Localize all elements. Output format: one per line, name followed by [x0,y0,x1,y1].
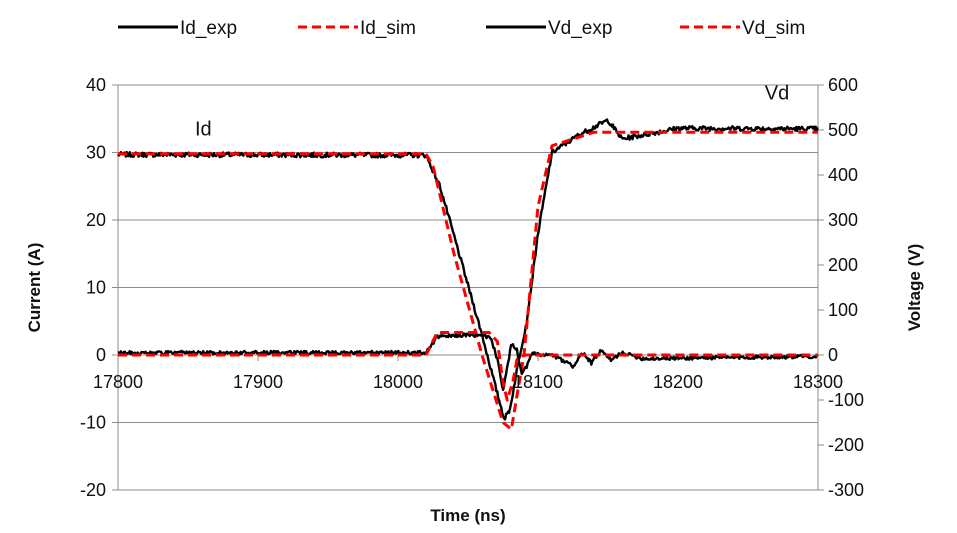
legend-label-id-exp: Id_exp [180,18,237,39]
y2-tick-label-8: 500 [828,120,858,140]
x-tick-label-4: 18200 [653,372,703,392]
y-tick-label-5: 30 [86,143,106,163]
legend-label-id-sim: Id_sim [360,18,416,39]
legend-label-vd-exp: Vd_exp [548,18,612,39]
y2-tick-label-6: 300 [828,210,858,230]
y2-tick-label-7: 400 [828,165,858,185]
legend: Id_exp Id_sim Vd_exp Vd_sim [118,18,805,39]
x-tick-label-5: 18300 [793,372,843,392]
series-lines [117,118,819,431]
tick-labels: 17800 17900 18000 18100 18200 18300-20-100102… [80,75,864,500]
series-line-vd-sim [118,331,818,402]
y2-tick-label-4: 100 [828,300,858,320]
annotation-vd: Vd [765,82,789,104]
x-tick-label-1: 17900 [233,372,283,392]
y-tick-label-2: 0 [96,345,106,365]
y2-tick-label-5: 200 [828,255,858,275]
y2-tick-label-0: -300 [828,480,864,500]
y2-tick-label-9: 600 [828,75,858,95]
y2-axis-title: Voltage (V) [905,244,924,332]
y-tick-label-3: 10 [86,278,106,298]
y2-tick-label-2: -100 [828,390,864,410]
series-line-id-sim [118,130,818,431]
y-tick-label-1: -10 [80,413,106,433]
annotation-id: Id [195,119,212,141]
x-tick-label-0: 17800 [93,372,143,392]
series-line-vd-exp [117,332,819,392]
legend-label-vd-sim: Vd_sim [742,18,805,39]
y-axis-title: Current (A) [25,243,44,333]
x-tick-label-3: 18100 [513,372,563,392]
x-axis-title: Time (ns) [430,506,505,525]
series-line-id-exp [117,118,819,421]
y2-tick-label-1: -200 [828,435,864,455]
annotations: Id Vd [195,82,789,140]
y-tick-label-4: 20 [86,210,106,230]
x-tick-label-2: 18000 [373,372,423,392]
y-tick-label-0: -20 [80,480,106,500]
y2-tick-label-3: 0 [828,345,838,365]
y-tick-label-6: 40 [86,75,106,95]
